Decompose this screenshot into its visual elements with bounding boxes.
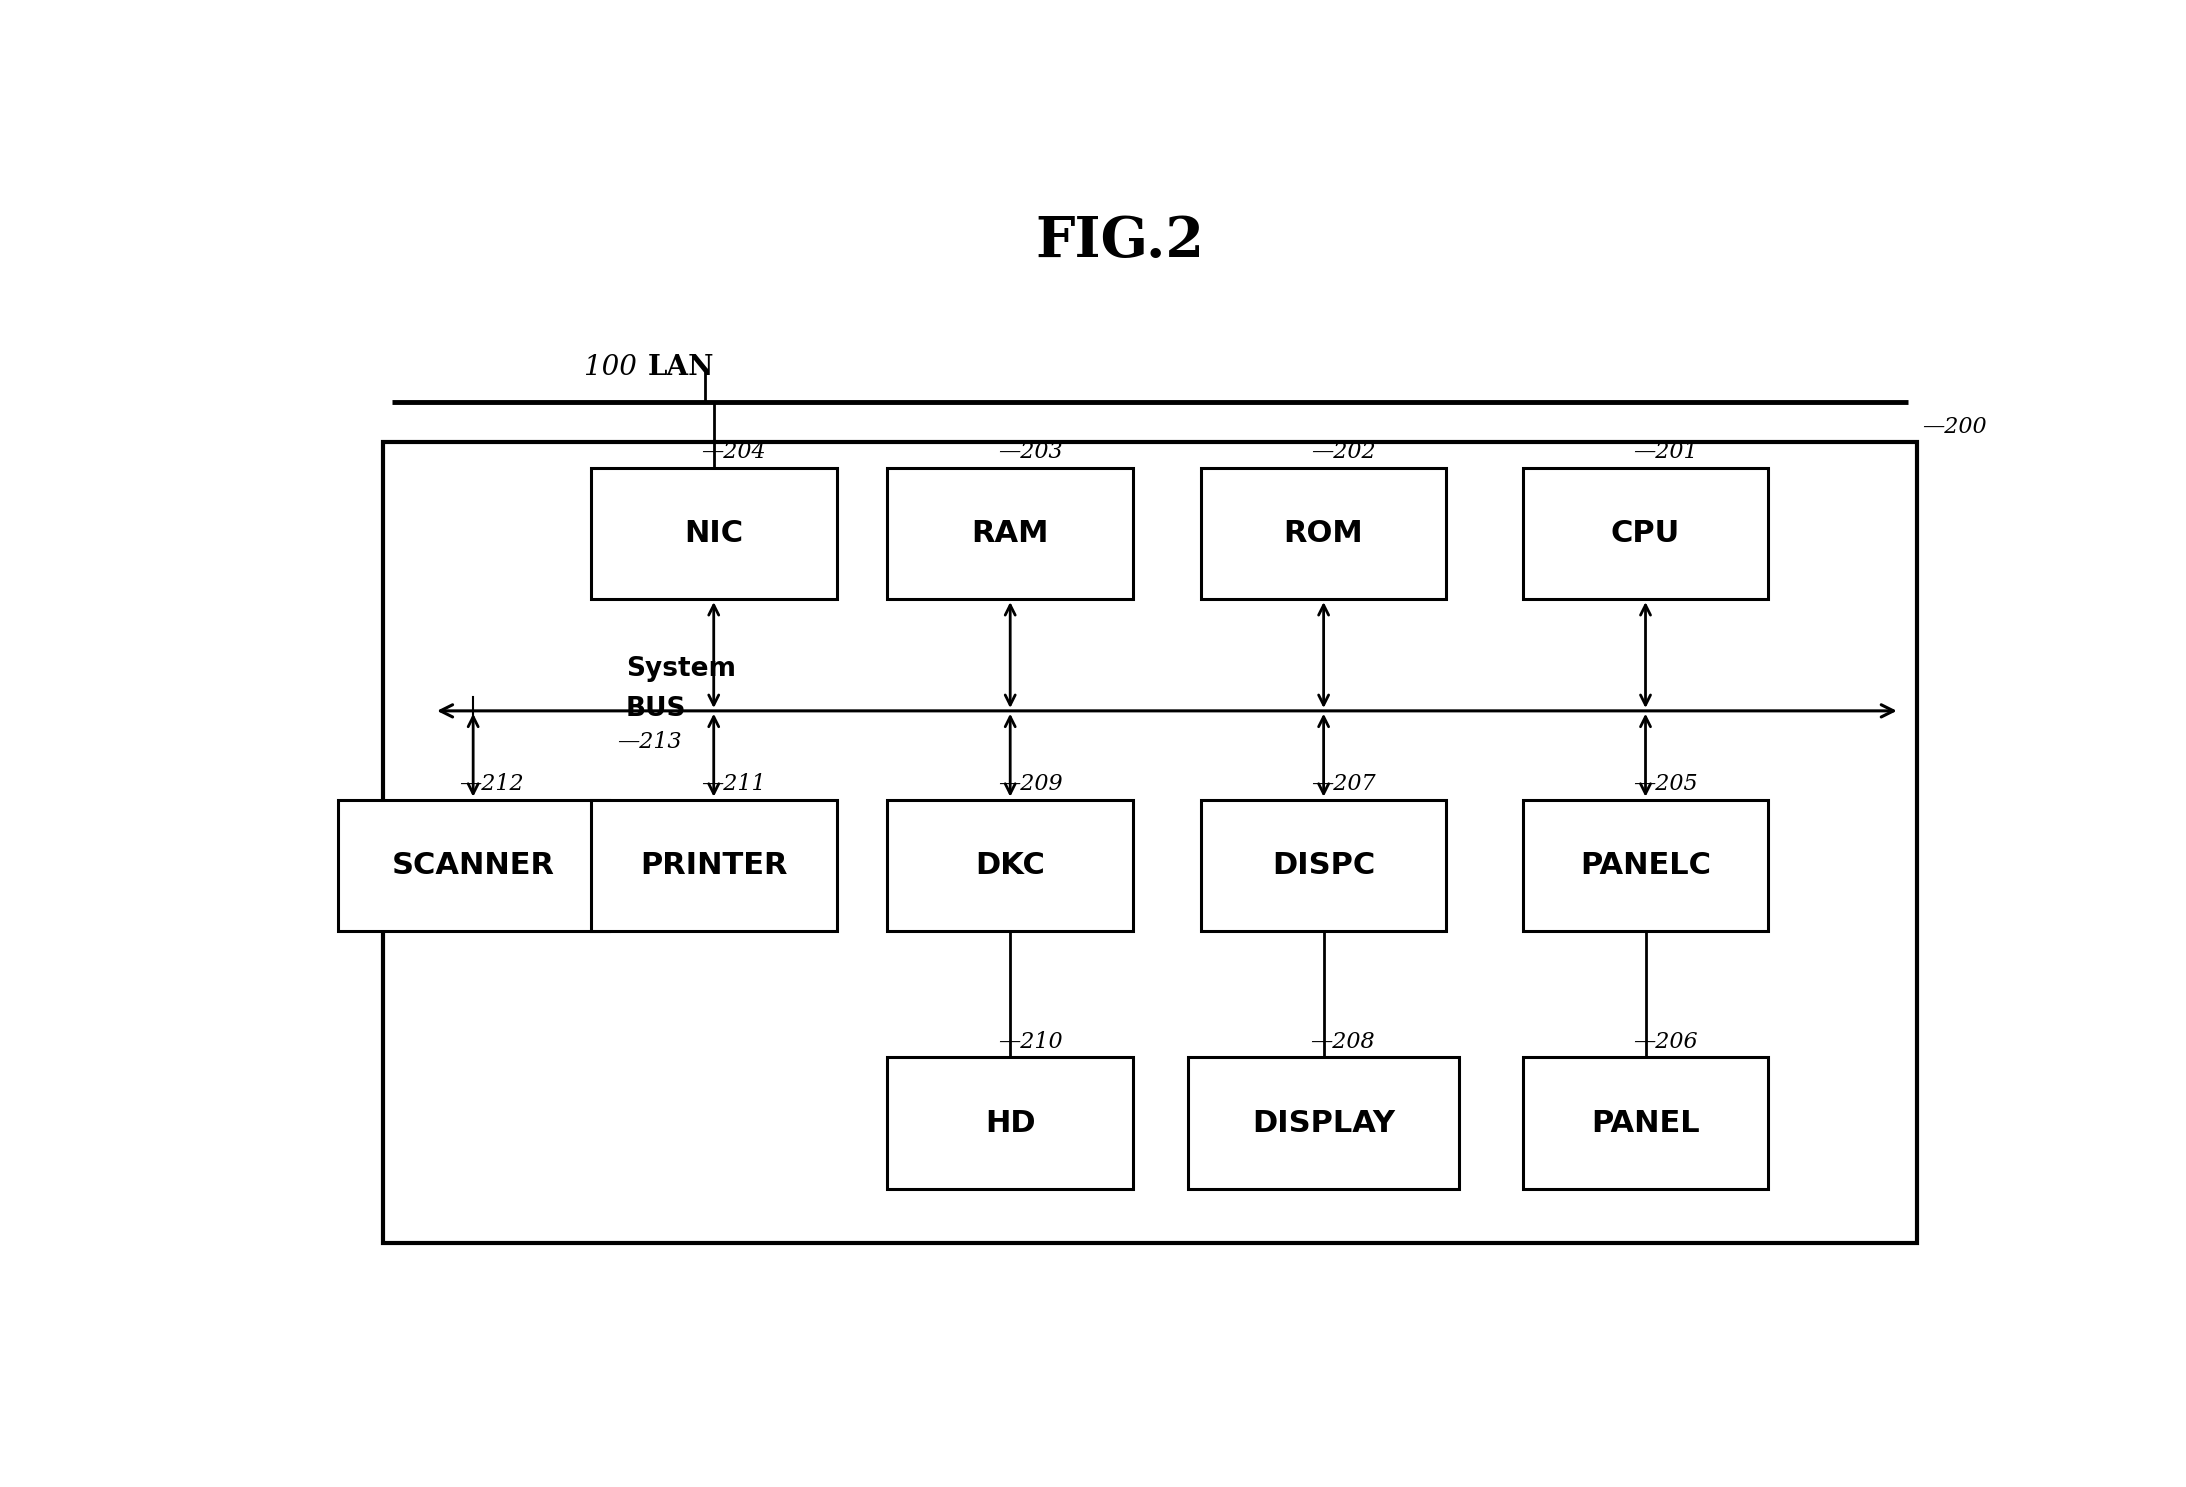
Bar bbox=[1524, 800, 1768, 931]
Text: DKC: DKC bbox=[975, 851, 1045, 880]
Bar bbox=[590, 800, 837, 931]
Text: CPU: CPU bbox=[1611, 519, 1681, 547]
Text: —202: —202 bbox=[1312, 442, 1375, 462]
Bar bbox=[1524, 1057, 1768, 1190]
Text: PANELC: PANELC bbox=[1580, 851, 1712, 880]
Text: 100: 100 bbox=[584, 354, 647, 381]
Text: —200: —200 bbox=[1921, 416, 1987, 439]
Text: PANEL: PANEL bbox=[1591, 1108, 1701, 1138]
Text: HD: HD bbox=[986, 1108, 1036, 1138]
Text: DISPLAY: DISPLAY bbox=[1253, 1108, 1395, 1138]
Text: —210: —210 bbox=[999, 1030, 1062, 1053]
Text: —208: —208 bbox=[1309, 1030, 1375, 1053]
Bar bbox=[1200, 467, 1447, 599]
Text: FIG.2: FIG.2 bbox=[1036, 214, 1204, 269]
Bar bbox=[888, 467, 1132, 599]
Text: —206: —206 bbox=[1633, 1030, 1699, 1053]
Bar bbox=[337, 800, 608, 931]
Text: —211: —211 bbox=[702, 773, 765, 796]
Bar bbox=[888, 800, 1132, 931]
Bar bbox=[888, 1057, 1132, 1190]
Text: BUS: BUS bbox=[625, 696, 686, 721]
Text: ROM: ROM bbox=[1283, 519, 1364, 547]
Text: —201: —201 bbox=[1633, 442, 1699, 462]
Text: RAM: RAM bbox=[971, 519, 1049, 547]
Text: System: System bbox=[625, 656, 737, 683]
Bar bbox=[1189, 1057, 1460, 1190]
Bar bbox=[1200, 800, 1447, 931]
Text: —207: —207 bbox=[1312, 773, 1375, 796]
Text: —205: —205 bbox=[1633, 773, 1699, 796]
Text: PRINTER: PRINTER bbox=[640, 851, 787, 880]
Bar bbox=[590, 467, 837, 599]
Text: —209: —209 bbox=[999, 773, 1062, 796]
Text: LAN: LAN bbox=[647, 354, 715, 381]
Text: —204: —204 bbox=[702, 442, 765, 462]
Text: —213: —213 bbox=[616, 732, 682, 754]
Bar bbox=[383, 442, 1917, 1243]
Text: NIC: NIC bbox=[684, 519, 743, 547]
Text: —203: —203 bbox=[999, 442, 1062, 462]
Text: —212: —212 bbox=[459, 773, 525, 796]
Text: DISPC: DISPC bbox=[1272, 851, 1375, 880]
Text: SCANNER: SCANNER bbox=[391, 851, 555, 880]
Bar bbox=[1524, 467, 1768, 599]
